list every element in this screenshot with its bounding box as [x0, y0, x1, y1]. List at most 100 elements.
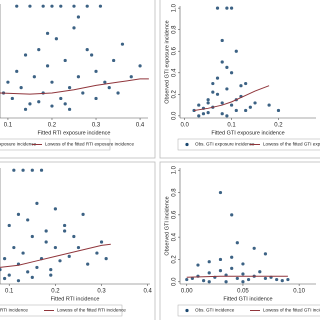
legend-box: [177, 304, 320, 317]
lowess-line: [0, 78, 149, 95]
data-point: [98, 4, 103, 8]
data-point: [225, 87, 229, 91]
data-point: [76, 75, 81, 79]
data-point: [58, 259, 62, 263]
data-point: [23, 107, 28, 111]
data-point: [67, 254, 71, 258]
data-point: [12, 168, 16, 172]
panel-frame: [0, 161, 156, 320]
data-point: [275, 277, 279, 282]
x-tick-label: 0.2: [48, 123, 57, 129]
data-point: [107, 86, 111, 90]
data-point: [197, 103, 201, 107]
data-point: [49, 273, 53, 277]
y-axis-title: Observed GTI exposure incidence: [164, 20, 170, 103]
data-point: [206, 111, 210, 115]
data-point: [220, 38, 224, 43]
data-point: [81, 212, 85, 216]
legend-label: Lowess of the fitted GTI incidence: [263, 308, 320, 313]
x-tick-label: 0.1: [5, 289, 14, 295]
data-point: [215, 6, 220, 10]
data-point: [192, 108, 196, 113]
data-point: [225, 114, 229, 118]
data-point: [218, 269, 223, 273]
data-point: [246, 277, 251, 282]
panel-frame: [159, 161, 320, 320]
data-point: [12, 245, 16, 250]
x-tick-label: 0.3: [97, 289, 106, 295]
data-point: [59, 96, 63, 101]
data-point: [244, 81, 248, 86]
data-point: [95, 251, 99, 255]
data-point: [229, 71, 234, 75]
legend-label: Lowess of the fitted RTI incidence: [57, 308, 126, 313]
data-point: [112, 58, 116, 63]
data-point: [15, 4, 19, 8]
data-point: [94, 96, 98, 101]
data-point: [50, 80, 54, 84]
data-point: [41, 4, 45, 8]
data-point: [197, 114, 201, 118]
data-point: [81, 91, 85, 95]
data-point: [241, 262, 245, 266]
data-point: [201, 112, 206, 116]
data-point: [103, 80, 107, 84]
legend-label: Lowess of the fitted RTI exposure incide…: [45, 142, 134, 147]
data-point: [3, 256, 7, 261]
data-point: [63, 102, 67, 106]
x-tick-label: 0.3: [92, 123, 101, 129]
legend-box: [0, 138, 111, 151]
data-point: [85, 4, 89, 8]
x-tick-label: 0.2: [51, 289, 60, 295]
y-tick-label: 0.8: [172, 25, 178, 34]
data-point: [211, 90, 215, 94]
data-point: [37, 48, 41, 52]
data-point: [26, 218, 30, 222]
data-point: [67, 107, 72, 111]
data-point: [202, 279, 206, 283]
data-point: [248, 105, 252, 109]
data-point: [6, 80, 10, 84]
data-point: [220, 60, 224, 64]
data-point: [28, 102, 32, 106]
data-point: [45, 64, 50, 68]
data-point: [0, 268, 2, 272]
legend-label: Obs. RTI incidence: [0, 308, 28, 313]
data-point: [116, 91, 120, 95]
data-point: [211, 81, 215, 86]
data-point: [50, 104, 54, 108]
data-point: [94, 69, 98, 73]
data-point: [207, 271, 211, 275]
panel-frame: [0, 0, 156, 159]
data-point: [26, 270, 30, 274]
data-point: [63, 229, 67, 233]
data-point: [32, 75, 36, 79]
y-tick-label: 0.4: [172, 68, 178, 77]
data-point: [138, 64, 142, 68]
lowess-line: [186, 275, 288, 278]
data-point: [207, 260, 211, 264]
data-point: [234, 49, 238, 53]
panel-frame: [159, 0, 320, 159]
data-point: [49, 268, 53, 272]
x-axis-title: Fitted RTI incidence: [51, 296, 100, 302]
x-axis-title: Fitted GTI exposure incidence: [211, 130, 284, 136]
x-tick-label: 0.1: [227, 123, 236, 129]
x-tick-label: 0.4: [136, 123, 145, 129]
data-point: [206, 101, 210, 105]
x-tick-label: 0.05: [237, 289, 249, 295]
y-tick-label: 0.6: [172, 210, 178, 219]
data-point: [85, 48, 89, 52]
data-point: [54, 37, 58, 41]
y-tick-label: 0.2: [172, 89, 178, 98]
legend-box: [177, 138, 320, 151]
x-axis-title: Fitted GTI incidence: [223, 296, 272, 302]
lowess-line: [0, 243, 111, 268]
data-point: [220, 101, 224, 105]
data-point: [7, 273, 11, 277]
data-point: [218, 190, 223, 195]
x-axis-title: Fitted RTI exposure incidence: [38, 130, 111, 136]
data-point: [30, 275, 34, 279]
data-point: [185, 277, 189, 282]
